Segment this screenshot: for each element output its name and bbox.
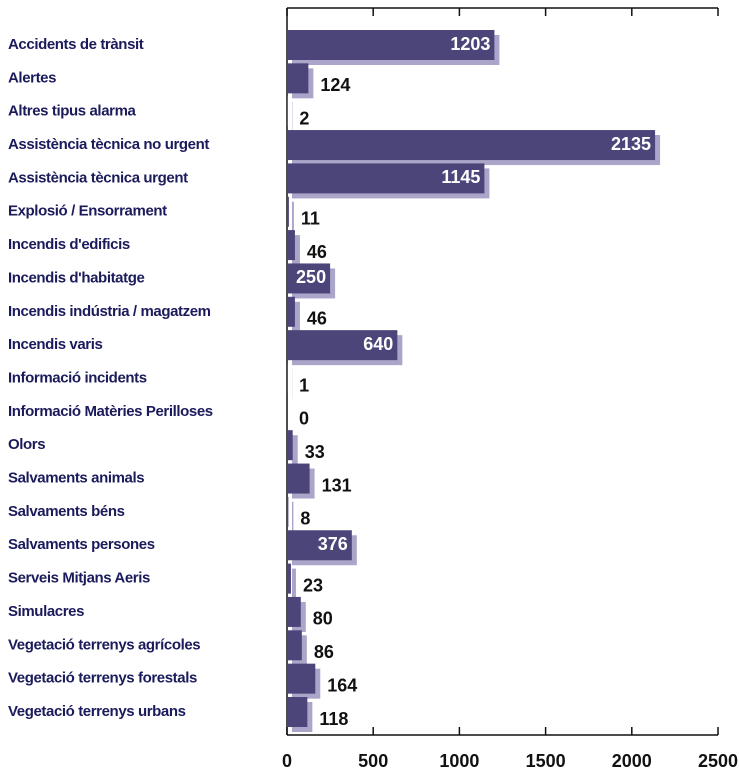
value-label: 118 (319, 709, 348, 729)
value-label: 0 (299, 409, 309, 429)
x-tick-label: 500 (358, 751, 388, 771)
bar (287, 230, 295, 261)
x-tick-label: 2500 (698, 751, 738, 771)
category-label: Explosió / Ensorrament (8, 203, 167, 220)
value-label: 80 (313, 609, 333, 629)
bar (287, 463, 310, 494)
bar (287, 196, 289, 227)
category-label: Vegetació terrenys agrícoles (8, 636, 200, 653)
category-label: Olors (8, 436, 45, 453)
bar-shadow (292, 568, 296, 599)
category-label: Incendis varis (8, 336, 103, 353)
bar-shadow (292, 435, 298, 466)
x-tick-label: 0 (282, 751, 292, 771)
value-label: 1 (299, 375, 309, 395)
category-label: Vegetació terrenys forestals (8, 670, 197, 687)
value-label: 33 (305, 442, 325, 462)
bar-shadow (292, 301, 300, 332)
category-label: Incendis d'habitatge (8, 269, 144, 286)
value-label: 46 (307, 242, 327, 262)
bar (287, 430, 293, 461)
category-label: Salvaments animals (8, 470, 144, 487)
value-label: 23 (303, 575, 323, 595)
category-label: Altres tipus alarma (8, 103, 137, 120)
category-label: Serveis Mitjans Aeris (8, 570, 150, 587)
value-label: 376 (318, 534, 348, 554)
bar (287, 496, 289, 527)
x-tick-label: 2000 (612, 751, 652, 771)
category-label: Salvaments persones (8, 536, 155, 553)
value-label: 164 (327, 675, 357, 695)
value-label: 46 (307, 309, 327, 329)
value-label: 124 (320, 75, 350, 95)
bar (287, 63, 309, 94)
bar-shadow (292, 201, 294, 232)
bar (287, 630, 302, 661)
category-label: Incendis d'edificis (8, 236, 130, 253)
value-label: 2 (299, 108, 309, 128)
x-tick-label: 1000 (439, 751, 479, 771)
bar-shadow (292, 235, 300, 266)
bar (287, 296, 295, 327)
value-label: 11 (301, 209, 320, 229)
value-label: 640 (363, 334, 393, 354)
bar (287, 30, 495, 60)
value-label: 86 (314, 642, 334, 662)
x-tick-label: 1500 (526, 751, 566, 771)
category-label: Salvaments béns (8, 503, 125, 520)
category-label: Assistència tècnica no urgent (8, 136, 209, 153)
category-label: Vegetació terrenys urbans (8, 703, 186, 720)
bar (287, 130, 656, 161)
bar (287, 596, 301, 627)
bar-shadow (292, 501, 294, 532)
value-label: 2135 (611, 134, 651, 154)
value-label: 131 (322, 475, 352, 495)
category-label: Accidents de trànsit (8, 36, 144, 53)
category-label: Assistència tècnica urgent (8, 169, 188, 186)
value-label: 250 (296, 267, 326, 287)
bar (287, 530, 352, 561)
value-label: 8 (300, 509, 310, 529)
bar (287, 163, 485, 194)
value-label: 1145 (441, 167, 480, 187)
value-label: 1203 (450, 34, 490, 54)
bar (287, 663, 316, 694)
category-label: Incendis indústria / magatzem (8, 303, 211, 320)
bar (287, 563, 291, 594)
category-label: Informació incidents (8, 369, 147, 386)
bar (287, 263, 331, 294)
category-label: Simulacres (8, 603, 84, 620)
bar (287, 697, 308, 727)
bar (287, 330, 398, 361)
category-label: Alertes (8, 69, 56, 86)
category-label: Informació Matèries Perilloses (8, 403, 213, 420)
